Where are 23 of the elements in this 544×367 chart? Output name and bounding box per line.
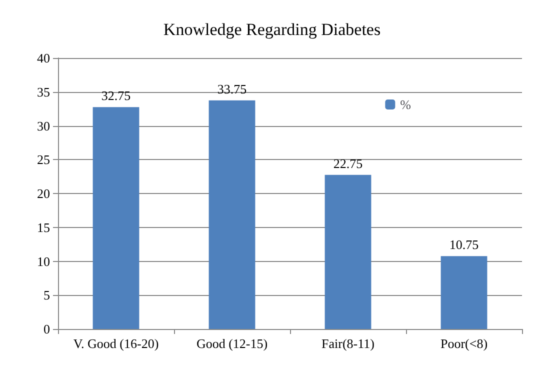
y-tick-label: 30 (37, 118, 50, 134)
x-tick-label: Fair(8-11) (322, 336, 374, 351)
x-tick-label: V. Good (16-20) (73, 336, 159, 351)
bar (208, 100, 256, 329)
bar (440, 256, 488, 329)
legend-label: % (400, 97, 412, 112)
bar (324, 174, 372, 329)
x-tick-label: Good (12-15) (196, 336, 268, 351)
chart-title: Knowledge Regarding Diabetes (163, 20, 381, 39)
data-label: 10.75 (449, 237, 479, 252)
data-label: 33.75 (217, 81, 247, 96)
y-tick-label: 15 (37, 220, 50, 235)
y-tick-label: 5 (44, 288, 50, 303)
y-tick-label: 20 (37, 186, 50, 201)
x-tick-label: Poor(<8) (440, 336, 488, 351)
y-tick-label: 35 (37, 84, 50, 100)
y-tick-label: 25 (37, 152, 50, 168)
data-label: 32.75 (101, 88, 131, 104)
y-tick-label: 40 (37, 50, 50, 66)
y-tick-label: 10 (37, 254, 50, 269)
y-tick-label: 0 (44, 322, 50, 336)
data-label: 22.75 (333, 156, 363, 171)
bar (92, 107, 140, 329)
